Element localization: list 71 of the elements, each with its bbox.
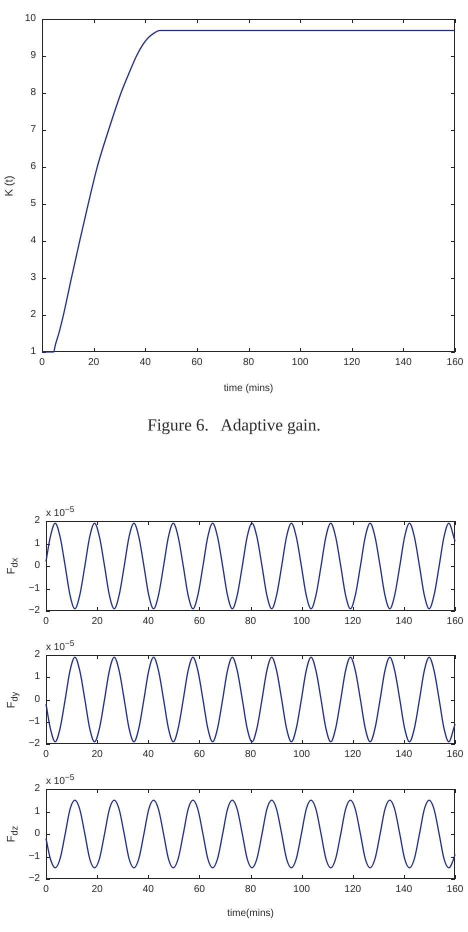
x-tick-label: 20	[92, 884, 103, 895]
x-tick-label: 160	[446, 749, 464, 760]
line-series	[45, 800, 456, 868]
x-tick-label: 20	[88, 357, 100, 368]
x-tick-label: 120	[344, 884, 362, 895]
x-tick-label: 120	[344, 749, 362, 760]
x-tick-label: 80	[244, 616, 256, 627]
x-tick-label: 80	[244, 884, 256, 895]
y-tick-label: −2	[28, 873, 40, 884]
x-tick-label: 140	[396, 884, 412, 895]
x-tick-label: 160	[446, 357, 464, 368]
x-tick-label: 0	[43, 616, 49, 627]
y-tick-label: −1	[28, 716, 40, 727]
x-tick-label: 0	[43, 884, 49, 895]
line-series	[41, 30, 456, 353]
x-tick-label: 40	[142, 616, 154, 627]
y-tick-label: −1	[28, 850, 40, 862]
y-tick-label: 0	[34, 828, 40, 839]
y-tick-label: 1	[30, 346, 36, 357]
y-tick-label: 8	[30, 87, 36, 98]
y-tick-label: −2	[28, 738, 40, 749]
line-series	[45, 656, 456, 742]
x-tick-label: 20	[92, 616, 103, 627]
x-tick-label: 100	[293, 616, 310, 627]
y-tick-label: −1	[28, 582, 40, 594]
x-tick-label: 160	[446, 884, 464, 895]
x-tick-label: 40	[142, 884, 154, 895]
y-tick-label: 0	[34, 694, 40, 704]
y-tick-label: 5	[30, 198, 36, 209]
y-axis-title: K (t)	[4, 175, 16, 196]
y-tick-label: −2	[28, 605, 40, 616]
y-tick-label: 6	[30, 161, 36, 172]
y-tick-label: 2	[34, 515, 40, 526]
x-tick-label: 100	[292, 357, 308, 368]
y-tick-label: 1	[34, 671, 40, 682]
x-tick-label: 120	[343, 357, 360, 368]
y-tick-label: 2	[34, 649, 40, 660]
caption: Figure 6. Adaptive gain.	[147, 416, 321, 434]
y-tick-label: 2	[30, 309, 36, 320]
y-tick-label: 10	[24, 13, 36, 24]
y-tick-label: 0	[34, 560, 40, 571]
x-tick-label: 80	[244, 749, 256, 760]
x-tick-label: 160	[446, 616, 464, 627]
text: x 10$^{−5}$	[46, 638, 74, 654]
line-series	[45, 522, 456, 610]
x-tick-label: 140	[395, 357, 412, 368]
x-tick-label: 80	[242, 357, 254, 368]
text: x 10$^{−5}$	[46, 504, 74, 520]
x-tick-label: 60	[194, 884, 205, 895]
y-tick-label: 7	[30, 124, 36, 135]
x-tick-label: 100	[293, 884, 310, 895]
x-tick-label: 60	[194, 616, 205, 627]
x-axis-title: time(mins)	[227, 908, 274, 919]
x-tick-label: 140	[396, 616, 412, 627]
y-tick-label: 1	[34, 538, 40, 548]
x-tick-label: 100	[293, 749, 310, 760]
x-axis-title: time (mins)	[224, 383, 274, 394]
y-tick-label: 2	[34, 783, 40, 794]
x-tick-label: 140	[396, 749, 412, 760]
text: x 10$^{−5}$	[46, 772, 74, 788]
y-tick-label: 9	[30, 50, 36, 61]
x-tick-label: 120	[344, 616, 362, 627]
x-tick-label: 20	[92, 749, 103, 760]
x-tick-label: 40	[140, 357, 151, 368]
y-tick-label: 1	[34, 806, 40, 816]
x-tick-label: 60	[191, 357, 202, 368]
y-tick-label: 3	[30, 272, 36, 283]
y-tick-label: 4	[30, 235, 36, 246]
x-tick-label: 60	[194, 749, 205, 760]
x-tick-label: 40	[142, 749, 154, 760]
x-tick-label: 0	[43, 749, 49, 760]
